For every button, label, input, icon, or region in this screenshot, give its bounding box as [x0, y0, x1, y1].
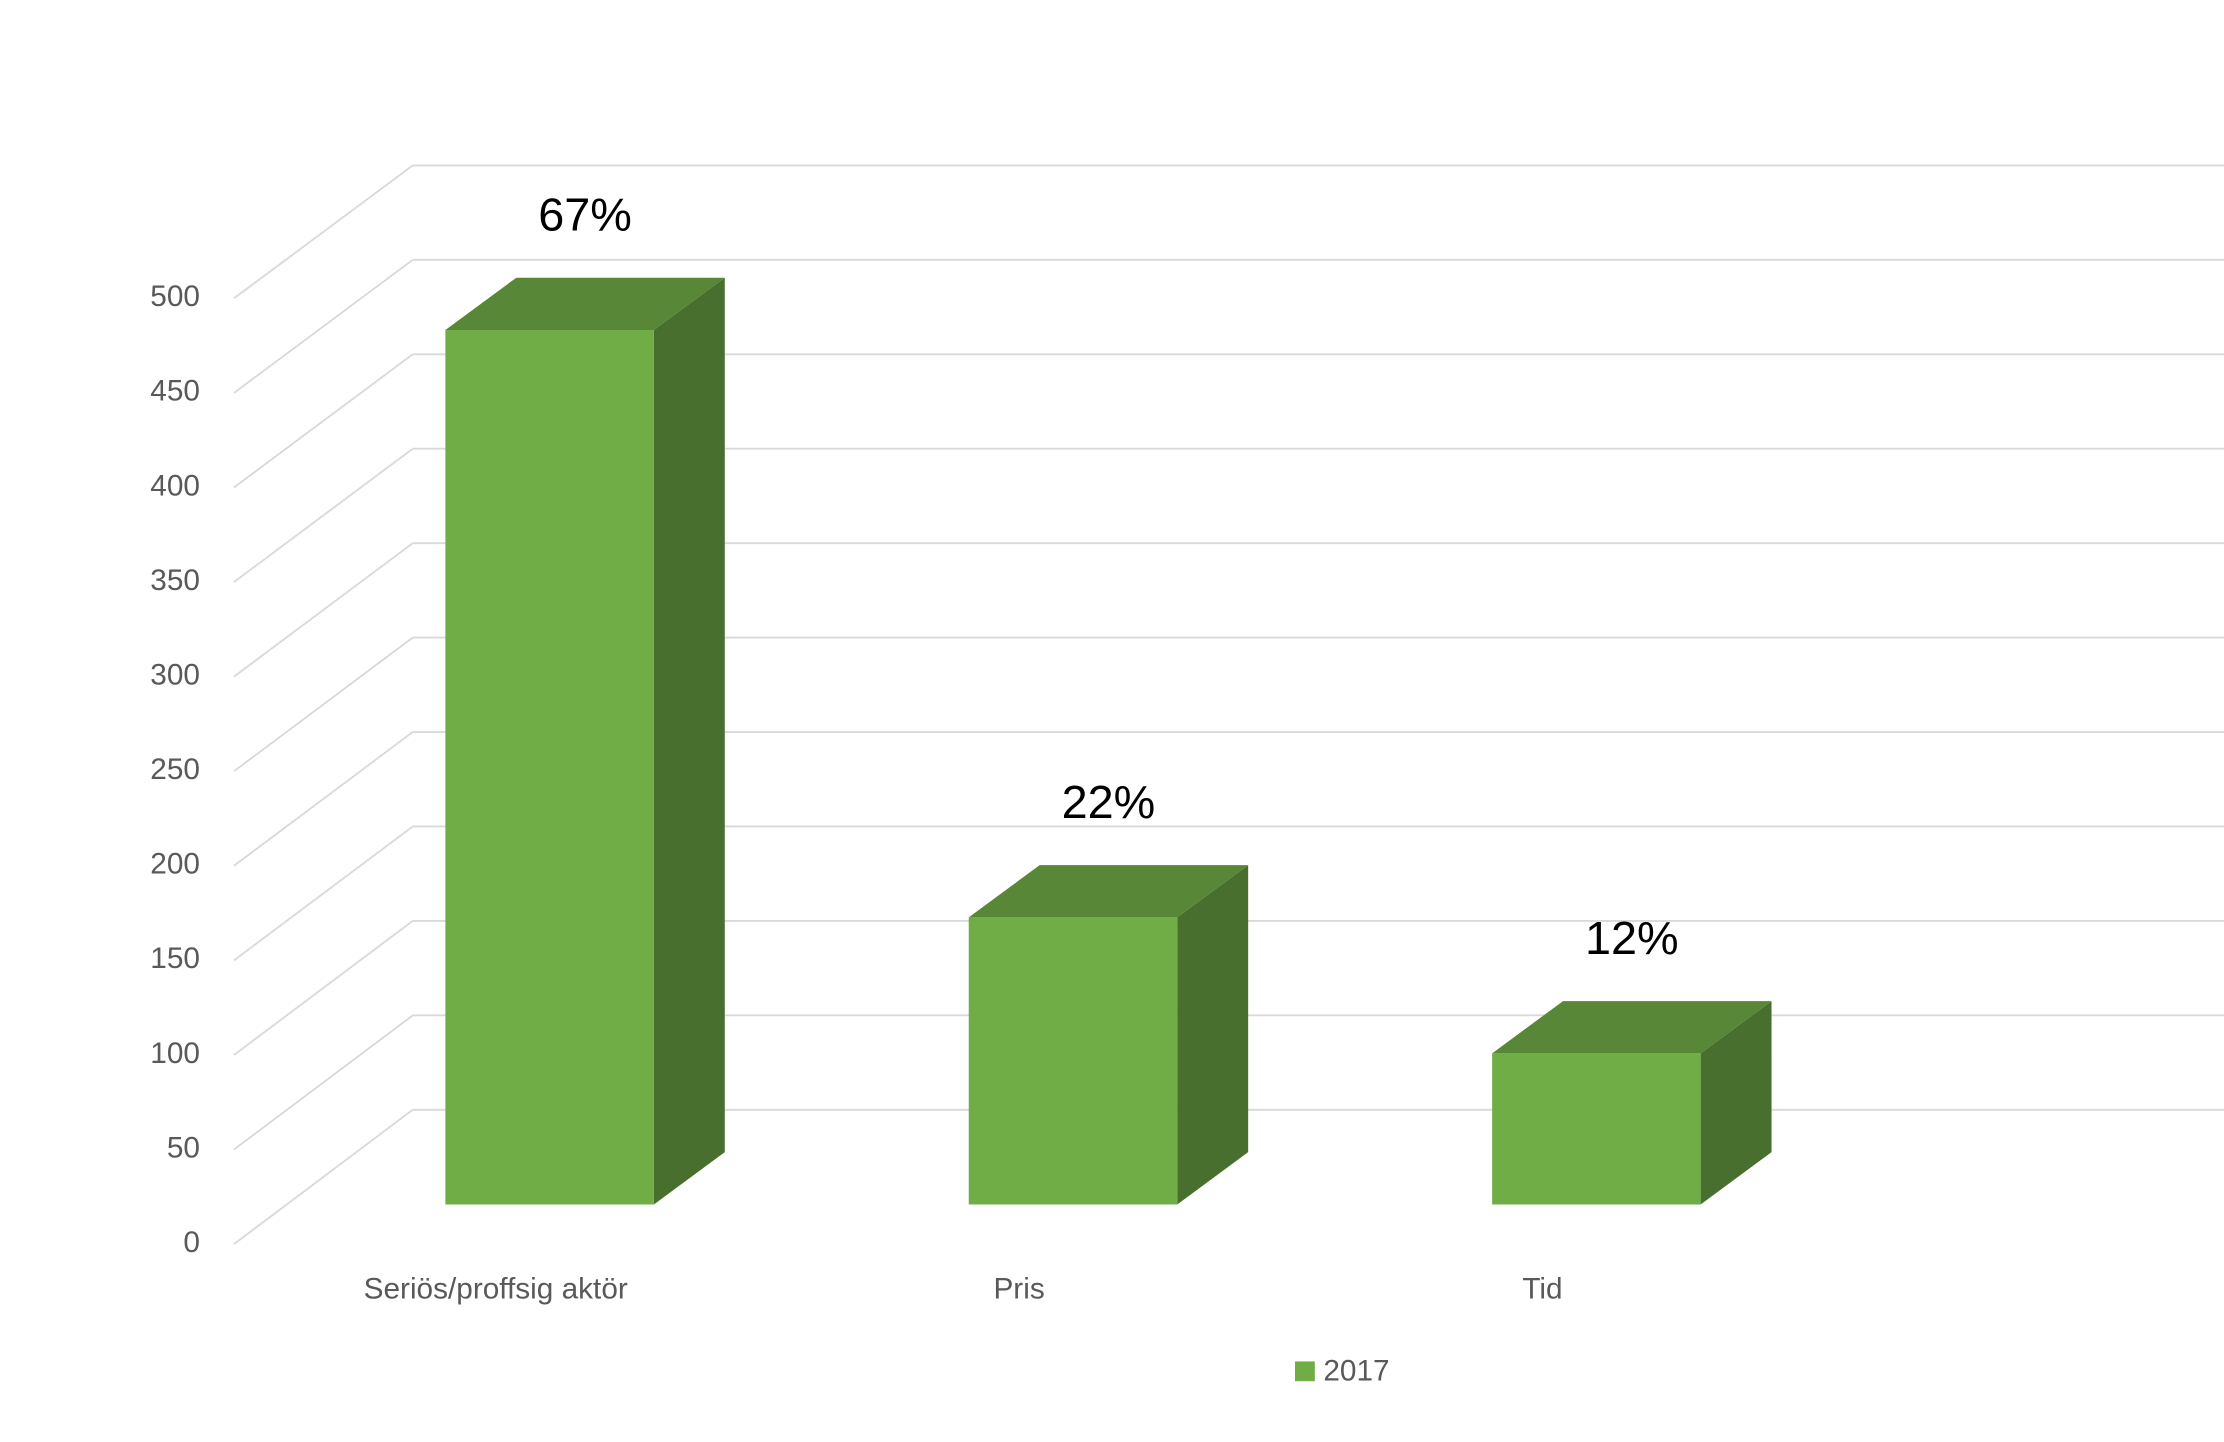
- bar-side: [1700, 1001, 1772, 1205]
- bar-top: [445, 277, 725, 331]
- bar-top: [1492, 1001, 1772, 1054]
- y-tick-label: 400: [150, 469, 200, 502]
- grid-line: [233, 353, 414, 489]
- y-tick-label: 350: [150, 564, 200, 597]
- grid-line: [233, 447, 414, 583]
- grid-line: [233, 164, 414, 300]
- grid-line: [233, 920, 414, 1056]
- y-tick-label: 250: [150, 753, 200, 786]
- y-tick-label: 0: [183, 1226, 200, 1259]
- y-tick-label: 150: [150, 942, 200, 975]
- x-tick-label: Seriös/proffsig aktör: [364, 1273, 628, 1306]
- data-label: 67%: [538, 189, 632, 241]
- data-label: 22%: [1062, 776, 1156, 828]
- bar-side: [1177, 865, 1249, 1205]
- legend-swatch: [1294, 1361, 1315, 1382]
- bar: [968, 917, 1178, 1205]
- y-tick-label: 200: [150, 848, 200, 881]
- x-tick-label: Tid: [1522, 1273, 1562, 1306]
- y-tick-label: 100: [150, 1037, 200, 1070]
- y-tick-label: 300: [150, 658, 200, 691]
- legend-label: 2017: [1323, 1355, 1389, 1388]
- bar-top: [968, 865, 1249, 918]
- bar: [445, 330, 654, 1205]
- grid-line: [233, 825, 414, 962]
- y-tick-label: 450: [150, 375, 200, 408]
- grid-line: [233, 636, 414, 772]
- grid-line: [233, 259, 414, 394]
- y-tick-label: 500: [150, 280, 200, 313]
- grid-line: [233, 542, 414, 678]
- grid-line: [233, 1014, 414, 1151]
- grid-line: [233, 1109, 414, 1245]
- y-tick-label: 50: [167, 1131, 200, 1164]
- data-label: 12%: [1585, 912, 1679, 964]
- x-tick-label: Pris: [993, 1273, 1044, 1306]
- grid-line: [233, 731, 414, 867]
- bar-side: [653, 277, 725, 1205]
- bar: [1492, 1053, 1701, 1205]
